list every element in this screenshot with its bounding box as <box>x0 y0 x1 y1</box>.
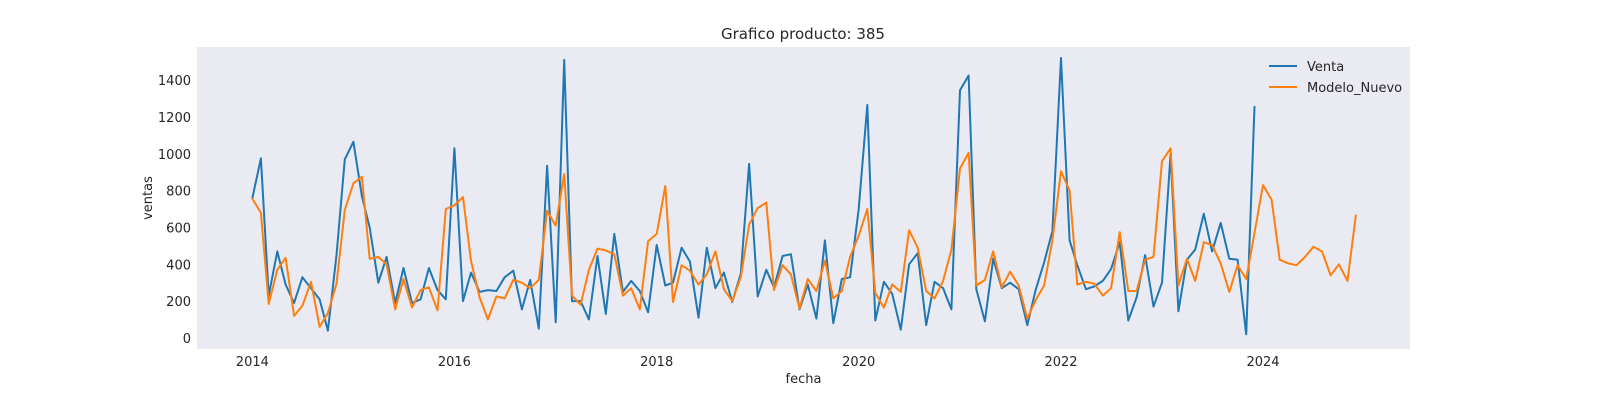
x-tick-label: 2022 <box>1044 355 1077 370</box>
x-axis: 2014 2016 2018 2020 2022 2024 <box>236 355 1280 370</box>
series-line-venta <box>251 57 1256 336</box>
y-tick-label: 600 <box>166 221 191 236</box>
x-tick-label: 2020 <box>842 355 875 370</box>
x-tick-label: 2024 <box>1246 355 1279 370</box>
chart-legend: Venta Modelo_Nuevo <box>1269 60 1402 96</box>
legend-label-venta: Venta <box>1307 60 1344 75</box>
y-tick-label: 1400 <box>158 74 191 89</box>
series-line-modelo-nuevo <box>251 147 1357 328</box>
y-tick-label: 0 <box>183 332 191 347</box>
y-tick-label: 400 <box>166 258 191 273</box>
y-tick-label: 200 <box>166 295 191 310</box>
plot-area <box>197 47 1410 349</box>
x-axis-label: fecha <box>786 372 822 387</box>
y-axis: 0 200 400 600 800 1000 1200 1400 <box>158 74 191 347</box>
series-lines <box>251 57 1357 336</box>
x-tick-label: 2014 <box>236 355 269 370</box>
legend-label-modelo-nuevo: Modelo_Nuevo <box>1307 81 1402 96</box>
y-tick-label: 1000 <box>158 148 191 163</box>
y-tick-label: 800 <box>166 185 191 200</box>
chart-title: Grafico producto: 385 <box>721 25 885 43</box>
x-tick-label: 2018 <box>640 355 673 370</box>
x-tick-label: 2016 <box>438 355 471 370</box>
y-tick-label: 1200 <box>158 111 191 126</box>
y-axis-label: ventas <box>141 176 156 220</box>
